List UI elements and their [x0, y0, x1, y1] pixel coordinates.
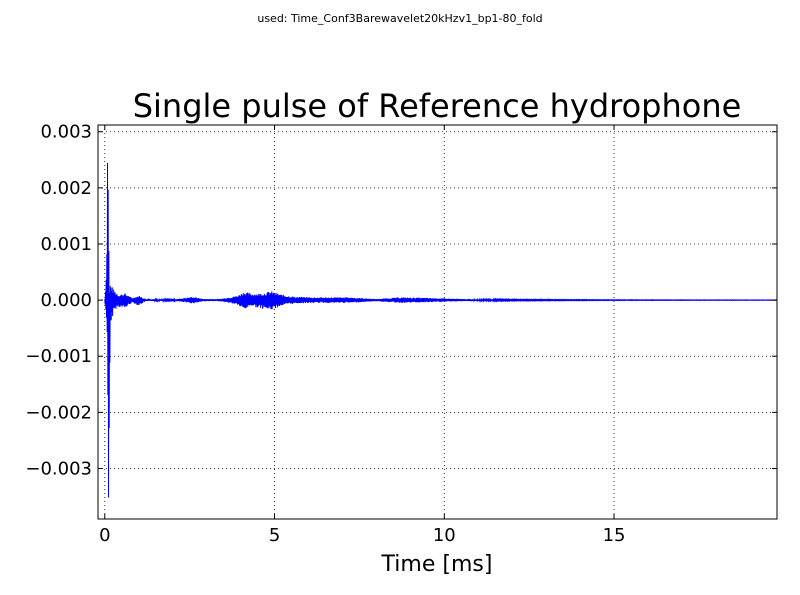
y-tick-label: 0.002	[40, 178, 92, 199]
x-axis-label: Time [ms]	[381, 552, 493, 577]
y-tick-label: −0.001	[25, 346, 92, 367]
y-tick-label: −0.002	[25, 402, 92, 423]
x-tick-label: 5	[269, 525, 280, 546]
grid	[98, 125, 777, 519]
plot-frame	[97, 124, 778, 520]
signal-trace	[104, 162, 777, 498]
plot-area: 0 5 10 15 0.003 0.002 0.001 0.000 −0.001 −0.002 −0…	[25, 122, 778, 546]
y-tick-label: 0.003	[40, 122, 92, 143]
y-tick-label: 0.000	[40, 290, 92, 311]
plot-background	[98, 125, 777, 519]
chart-title: Single pulse of Reference hydrophone	[133, 87, 742, 125]
x-tick-label: 0	[99, 525, 110, 546]
axis-ticks: 0 5 10 15 0.003 0.002 0.001 0.000 −0.001 −0.002 −0…	[25, 122, 777, 546]
x-tick-label: 15	[603, 525, 626, 546]
used-file-label: used: Time_Conf3Barewavelet20kHzv1_bp1-8…	[257, 12, 542, 25]
signal-line	[104, 162, 777, 498]
y-tick-label: −0.003	[25, 458, 92, 479]
y-tick-label: 0.001	[40, 234, 92, 255]
x-tick-label: 10	[433, 525, 456, 546]
